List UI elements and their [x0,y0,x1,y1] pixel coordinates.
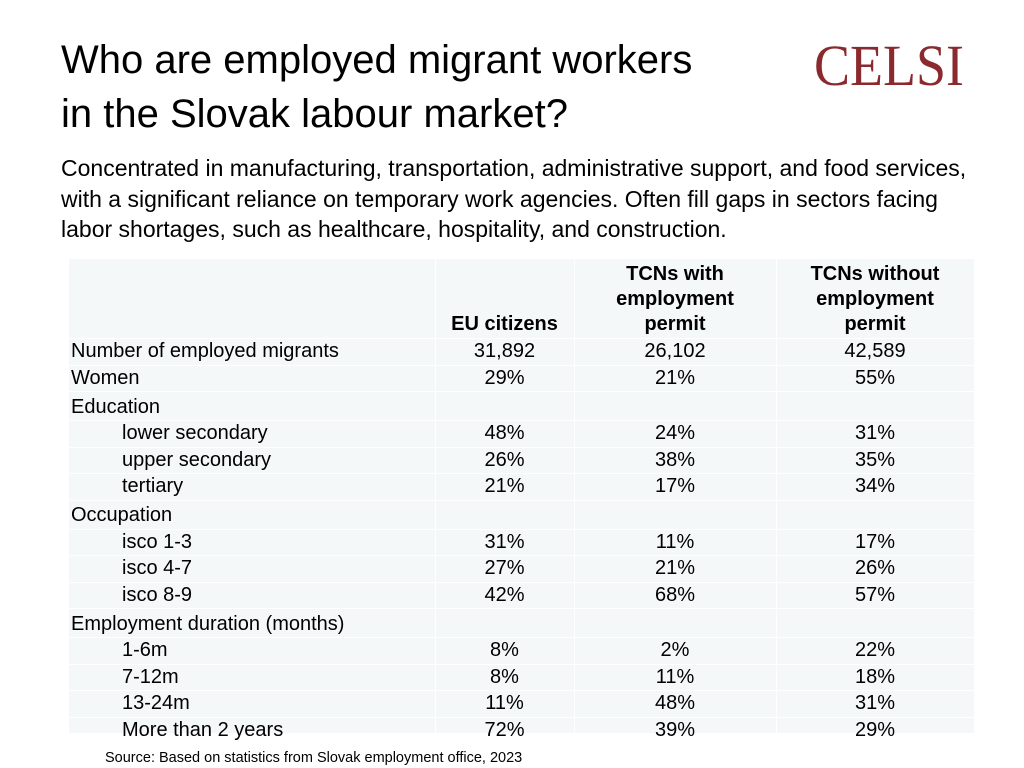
row-label: Women [69,365,436,392]
source-note: Source: Based on statistics from Slovak … [105,750,523,766]
title-line-2: in the Slovak labour market? [61,92,568,136]
row-value: 21% [574,555,777,583]
header-line: TCNs without [810,263,940,285]
row-label: lower secondary [69,420,436,448]
row-value: 17% [574,473,777,501]
row-value: 55% [776,365,975,392]
table-row: 7-12m 8% 11% 18% [69,664,975,691]
row-value: 42,589 [776,338,975,366]
row-value: 29% [776,717,975,744]
row-value: 57% [776,582,975,609]
row-value: 21% [435,473,575,501]
header-line: employment [816,288,934,310]
row-value: 29% [435,365,575,392]
celsi-logo: CELSI [814,38,964,90]
row-value: 68% [574,582,777,609]
row-label: isco 4-7 [69,555,436,583]
row-label: 7-12m [69,664,436,691]
row-value: 24% [574,420,777,448]
header-tcns-without-permit: TCNs without employment permit [776,259,975,339]
row-value: 18% [776,664,975,691]
row-label: isco 8-9 [69,582,436,609]
table-row: lower secondary 48% 24% 31% [69,420,975,448]
header-line: permit [644,313,706,335]
row-value: 31% [435,529,575,556]
row-value [776,391,975,421]
table-row: isco 8-9 42% 68% 57% [69,582,975,609]
row-value: 31,892 [435,338,575,366]
header-empty [69,259,436,339]
row-value: 11% [574,664,777,691]
row-label: isco 1-3 [69,529,436,556]
row-value: 21% [574,365,777,392]
row-value: 31% [776,690,975,718]
row-value: 39% [574,717,777,744]
table-row: Women 29% 21% 55% [69,365,975,392]
subtitle: Concentrated in manufacturing, transport… [61,155,967,242]
table-row: Occupation [69,500,975,530]
table-row: tertiary 21% 17% 34% [69,473,975,501]
row-value [435,391,575,421]
row-value: 8% [435,664,575,691]
migrant-stats-table: EU citizens TCNs with employment permit … [69,259,975,744]
table-row: More than 2 years 72% 39% 29% [69,717,975,744]
row-value: 26% [435,447,575,474]
row-value: 31% [776,420,975,448]
row-value: 35% [776,447,975,474]
row-label: Number of employed migrants [69,338,436,366]
table-row: 13-24m 11% 48% 31% [69,690,975,718]
row-label: Occupation [69,500,436,530]
row-value [776,608,975,638]
row-label: Education [69,391,436,421]
row-value: 48% [435,420,575,448]
row-value [435,500,575,530]
table-row: isco 1-3 31% 11% 17% [69,529,975,556]
row-value: 34% [776,473,975,501]
row-value [435,608,575,638]
table-row: isco 4-7 27% 21% 26% [69,555,975,583]
row-value [776,500,975,530]
title-line-1: Who are employed migrant workers [61,38,693,82]
row-value: 48% [574,690,777,718]
table-row: 1-6m 8% 2% 22% [69,637,975,665]
table-row: Employment duration (months) [69,608,975,638]
row-value: 8% [435,637,575,665]
row-value: 42% [435,582,575,609]
row-value [574,391,777,421]
table-row: Number of employed migrants 31,892 26,102 4… [69,338,975,366]
row-value: 17% [776,529,975,556]
row-label: More than 2 years [69,717,436,744]
row-value [574,500,777,530]
header-line: TCNs with [626,263,724,285]
row-label: 1-6m [69,637,436,665]
row-label: tertiary [69,473,436,501]
row-value: 22% [776,637,975,665]
row-value: 72% [435,717,575,744]
row-value [574,608,777,638]
header-line: permit [844,313,906,335]
row-label: upper secondary [69,447,436,474]
header-eu-citizens: EU citizens [435,259,575,339]
logo-text: CELSI [814,38,964,90]
header-line: employment [616,288,734,310]
table-header-row: EU citizens TCNs with employment permit … [69,259,975,339]
table-row: upper secondary 26% 38% 35% [69,447,975,474]
row-value: 11% [435,690,575,718]
row-value: 27% [435,555,575,583]
row-value: 26,102 [574,338,777,366]
row-value: 38% [574,447,777,474]
header-line: EU citizens [451,313,558,335]
page-title: Who are employed migrant workers in the … [61,33,801,141]
table-row: Education [69,391,975,421]
row-value: 2% [574,637,777,665]
row-label: 13-24m [69,690,436,718]
stats-table-container: EU citizens TCNs with employment permit … [69,259,975,744]
row-label: Employment duration (months) [69,608,436,638]
header-tcns-with-permit: TCNs with employment permit [574,259,777,339]
row-value: 11% [574,529,777,556]
table-body: Number of employed migrants 31,892 26,102 4… [69,338,975,744]
row-value: 26% [776,555,975,583]
